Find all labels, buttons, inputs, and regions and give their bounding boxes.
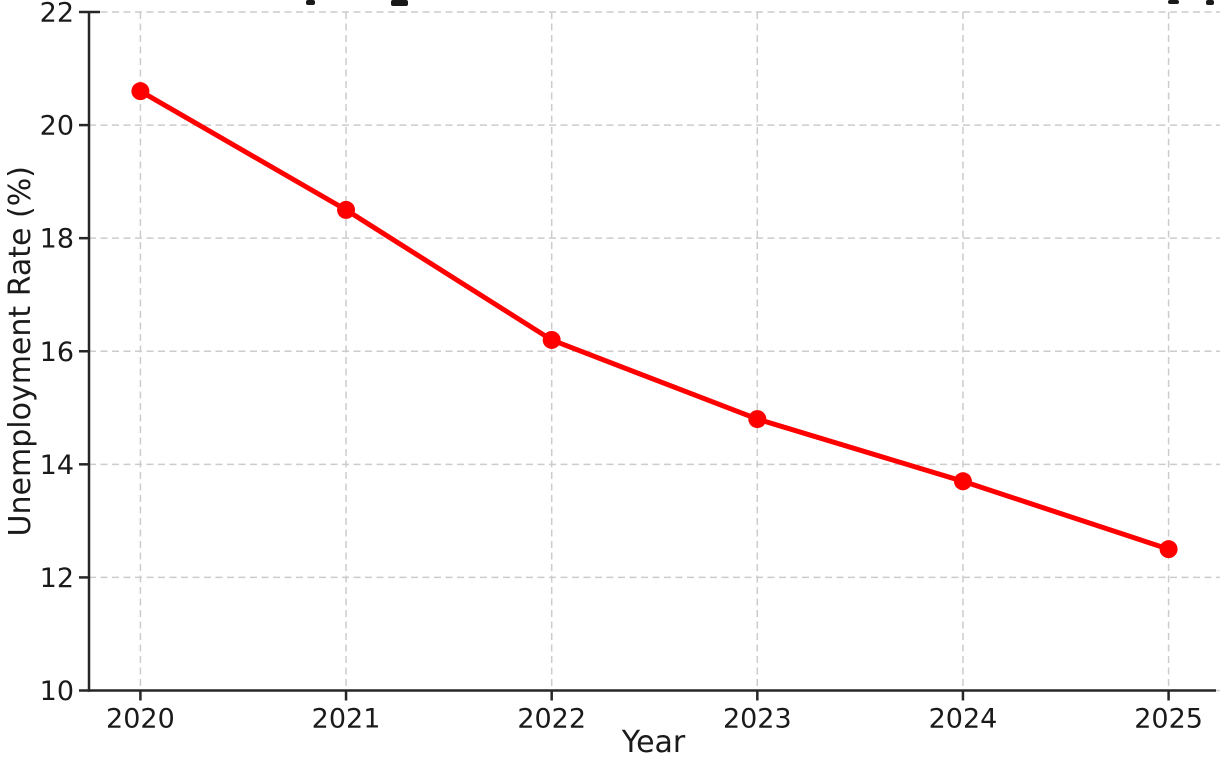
y-tick-label: 20 [40,111,74,142]
data-point-marker [953,472,972,491]
y-tick-label: 10 [40,676,74,707]
x-tick-label: 2024 [929,704,998,735]
data-point-marker [131,82,150,101]
clipped-title-fragment [391,0,408,6]
data-series-layer [131,82,1178,559]
clipped-title-fragment [306,0,315,5]
x-tick-label: 2020 [106,704,175,735]
axis-layer [79,10,1216,701]
y-axis-label: Unemployment Rate (%) [3,166,38,536]
x-tick-label: 2021 [312,704,381,735]
x-axis-label: Year [621,725,686,760]
y-tick-label: 22 [40,0,74,29]
x-tick-label: 2025 [1134,704,1203,735]
data-point-marker [1159,540,1178,559]
y-tick-label: 16 [40,337,74,368]
x-tick-label: 2022 [517,704,586,735]
clipped-title-fragments [306,0,1214,6]
data-point-marker [748,410,767,429]
unemployment-rate-line [137,88,1172,552]
y-tick-label: 18 [40,224,74,255]
y-tick-label: 12 [40,563,74,594]
data-point-marker [542,330,561,349]
x-tick-label: 2023 [723,704,792,735]
grid-layer [89,11,1220,692]
y-tick-label: 14 [40,450,74,481]
data-point-marker [337,200,356,219]
clipped-title-fragment [1206,0,1214,5]
clipped-title-fragment [1168,0,1179,4]
label-layer: 2020 2021 2022 2023 2024 202510121416182022Ye… [3,0,1203,760]
